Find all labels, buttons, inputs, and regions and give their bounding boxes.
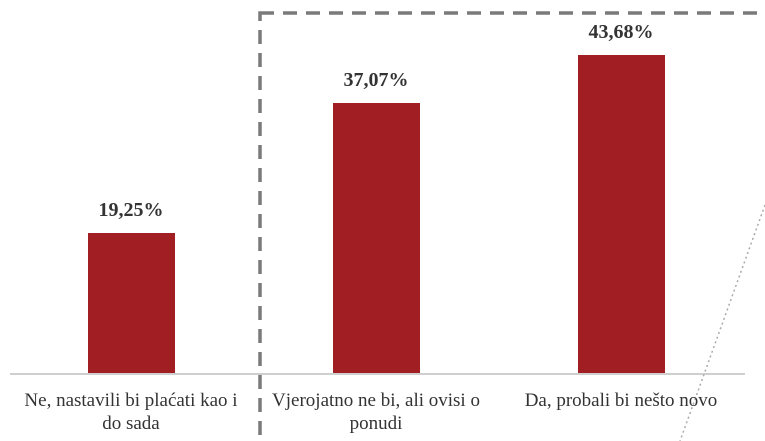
value-label: 19,25%: [98, 198, 164, 221]
bar: [332, 103, 420, 373]
bar: [577, 55, 665, 373]
category-label: Da, probali bi nešto novo: [524, 390, 718, 411]
category-label: Ne, nastavili bi plaćati kao i do sada: [24, 390, 238, 434]
bar: [87, 232, 175, 373]
dotted-connector: [679, 204, 765, 441]
value-label: 43,68%: [588, 21, 654, 43]
category-label: Vjerojatno ne bi, ali ovisi o ponudi: [272, 390, 480, 434]
dashed-highlight: [258, 11, 765, 441]
value-label: 37,07%: [343, 69, 409, 92]
